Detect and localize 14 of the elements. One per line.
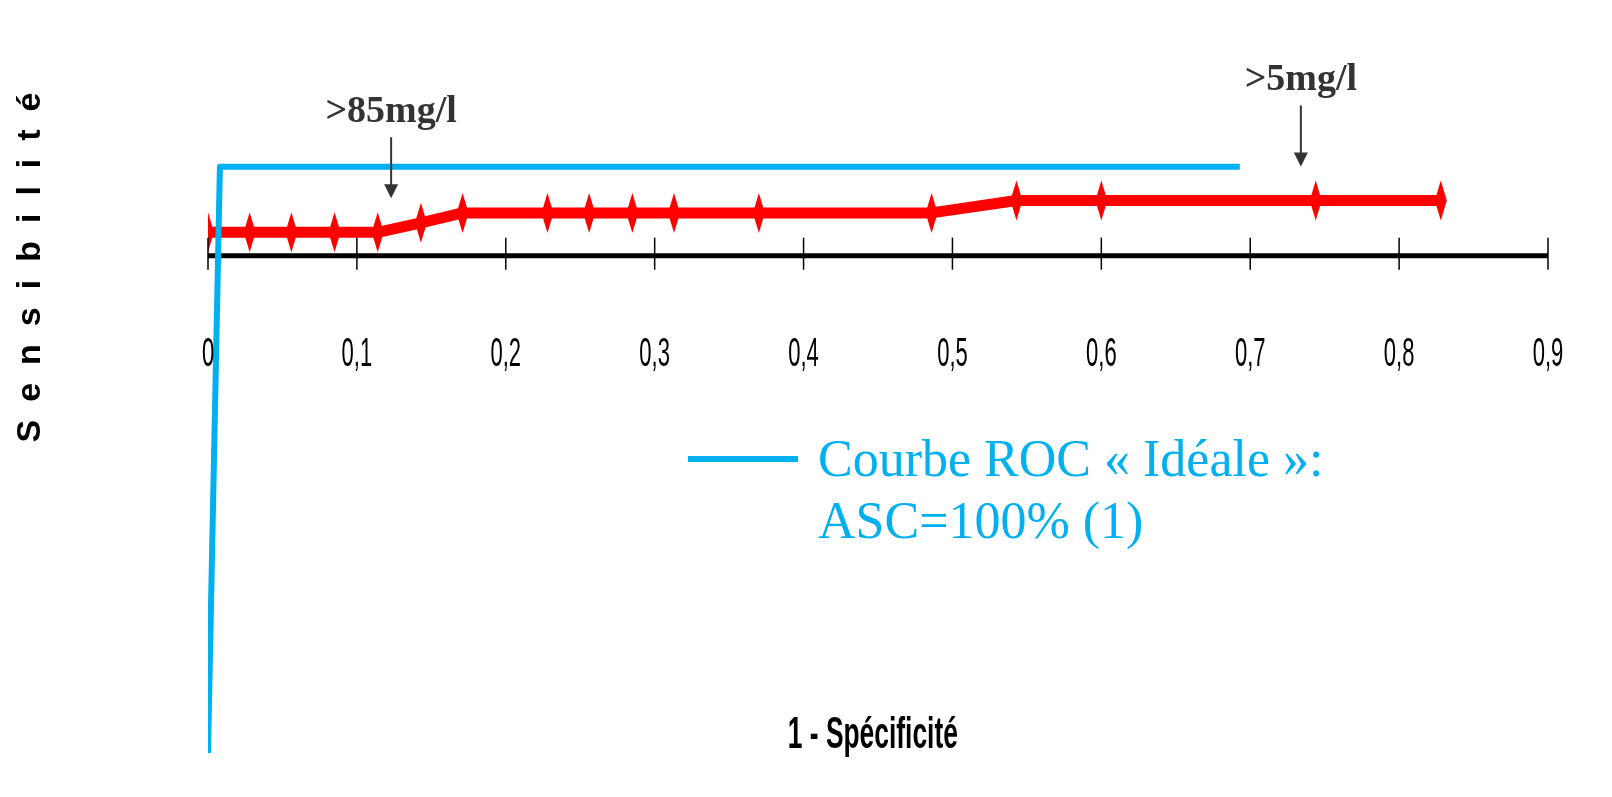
x-tick-label: 0,6 bbox=[1086, 329, 1117, 375]
x-tick-label: 0,2 bbox=[490, 329, 522, 375]
annotation: >5mg/l bbox=[1244, 56, 1358, 99]
x-tick-label: 0,9 bbox=[1532, 329, 1564, 375]
annotation: >85mg/l bbox=[325, 88, 457, 131]
x-tick-label: 0,1 bbox=[341, 329, 373, 375]
x-tick-label: 0,5 bbox=[937, 329, 968, 375]
x-axis-title: 1 - Spécificité bbox=[787, 708, 959, 758]
x-tick-label: 0,7 bbox=[1234, 329, 1266, 375]
x-tick-label: 0,3 bbox=[639, 329, 670, 375]
y-axis-title: Sensibilité bbox=[8, 73, 48, 443]
x-tick-label: 0,4 bbox=[788, 329, 819, 375]
legend-label: Courbe ROC « Idéale »: ASC=100% (1) bbox=[818, 429, 1325, 552]
x-tick-label: 0,8 bbox=[1383, 329, 1415, 375]
